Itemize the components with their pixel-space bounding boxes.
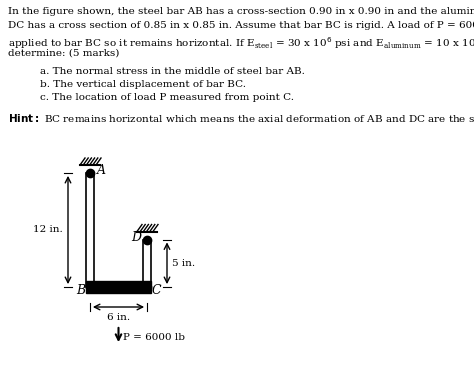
Text: c. The location of load P measured from point C.: c. The location of load P measured from …	[40, 93, 294, 102]
Text: B: B	[76, 285, 85, 297]
Text: $\bf{Hint:}$ BC remains horizontal which means the axial deformation of AB and D: $\bf{Hint:}$ BC remains horizontal which…	[8, 112, 474, 124]
Text: In the figure shown, the steel bar AB has a cross-section 0.90 in x 0.90 in and : In the figure shown, the steel bar AB ha…	[8, 7, 474, 16]
Text: 5 in.: 5 in.	[172, 259, 195, 268]
Text: 6 in.: 6 in.	[107, 313, 130, 322]
Text: A: A	[97, 164, 106, 178]
Text: P = 6000 lb: P = 6000 lb	[124, 333, 185, 342]
Bar	[86, 281, 151, 293]
Text: C: C	[152, 285, 162, 297]
Text: DC has a cross section of 0.85 in x 0.85 in. Assume that bar BC is rigid. A load: DC has a cross section of 0.85 in x 0.85…	[8, 21, 474, 30]
Text: 12 in.: 12 in.	[33, 225, 63, 234]
Text: a. The normal stress in the middle of steel bar AB.: a. The normal stress in the middle of st…	[40, 67, 305, 76]
Text: determine: (5 marks): determine: (5 marks)	[8, 49, 119, 58]
Text: b. The vertical displacement of bar BC.: b. The vertical displacement of bar BC.	[40, 80, 246, 89]
Text: applied to bar BC so it remains horizontal. If E$_{\mathregular{steel}}$ = 30 x : applied to bar BC so it remains horizont…	[8, 35, 474, 51]
Text: D: D	[131, 231, 141, 244]
